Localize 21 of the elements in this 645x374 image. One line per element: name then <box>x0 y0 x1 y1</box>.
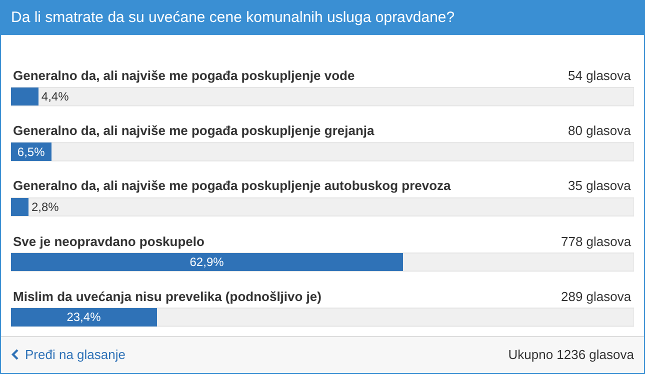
y-tick-label: Generalno da, ali najviše me pogađa poskupljenje grejanja <box>13 123 375 138</box>
y-tick-label: Sve je neopravdano poskupelo <box>13 234 204 249</box>
annotation: 778 glasova <box>561 234 632 249</box>
y-tick-label: Generalno da, ali najviše me pogađa poskupljenje vode <box>13 68 355 83</box>
data-label: 6,5% <box>17 144 46 159</box>
data-label: 2,8% <box>31 200 60 214</box>
annotation: 35 glasova <box>568 178 632 193</box>
bar <box>11 88 38 106</box>
annotation: 54 glasova <box>568 68 632 83</box>
bar <box>11 308 157 326</box>
data-label: 4,4% <box>41 90 70 104</box>
data-label: 23,4% <box>66 310 102 324</box>
annotation: 289 glasova <box>561 289 632 304</box>
bar <box>11 198 28 216</box>
annotation: 80 glasova <box>568 123 632 138</box>
y-tick-label: Mislim da uvećanja nisu prevelika (podnošljivo je) <box>13 289 322 304</box>
y-tick-label: Generalno da, ali najviše me pogađa poskupljenje autobuskog prevoza <box>13 178 452 193</box>
data-label: 62,9% <box>190 255 224 270</box>
chart-title: Da li smatrate da su uvećane cene komunalnih usluga opravdane? <box>1 1 644 35</box>
text: Pređi na glasanje <box>24 346 126 364</box>
text: Ukupno 1236 glasova <box>508 346 634 364</box>
